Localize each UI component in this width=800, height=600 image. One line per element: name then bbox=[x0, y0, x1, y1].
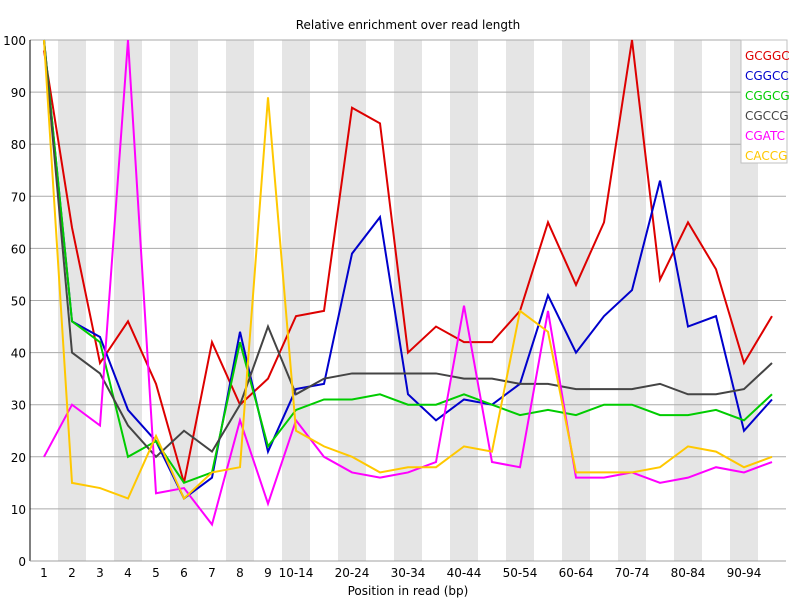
x-tick-label: 10-14 bbox=[279, 566, 314, 580]
x-tick-label: 7 bbox=[208, 566, 216, 580]
legend: GCGGC CGGCC CGGCG CGCCG CGATC CACCG bbox=[740, 39, 790, 164]
y-tick-label: 90 bbox=[11, 86, 26, 100]
y-tick-label: 100 bbox=[3, 34, 26, 48]
series-lines bbox=[43, 39, 773, 527]
x-axis-label: Position in read (bp) bbox=[348, 584, 469, 598]
y-tick-label: 40 bbox=[11, 347, 26, 361]
legend-item-caccg: CACCG bbox=[745, 149, 787, 163]
y-tick-label: 70 bbox=[11, 190, 26, 204]
series-line-caccg bbox=[43, 39, 773, 501]
y-tick-label: 10 bbox=[11, 503, 26, 517]
series-line-cggcc bbox=[43, 39, 773, 501]
x-tick-label: 2 bbox=[68, 566, 76, 580]
x-tick-label: 40-44 bbox=[447, 566, 482, 580]
x-axis-ticks: 1 2 3 4 5 6 7 8 9 10-14 20-24 30-34 40-44 50-54 60-64 7… bbox=[40, 566, 761, 580]
y-axis-ticks: 0 10 20 30 40 50 60 70 80 90 100 bbox=[3, 34, 26, 569]
y-tick-label: 20 bbox=[11, 451, 26, 465]
x-tick-label: 5 bbox=[152, 566, 160, 580]
x-tick-label: 30-34 bbox=[391, 566, 426, 580]
legend-box bbox=[740, 39, 788, 164]
legend-item-cggcg: CGGCG bbox=[745, 89, 790, 103]
x-tick-label: 60-64 bbox=[559, 566, 594, 580]
series-line-cgatc bbox=[43, 39, 773, 527]
x-tick-label: 3 bbox=[96, 566, 104, 580]
y-tick-label: 30 bbox=[11, 399, 26, 413]
legend-item-cgatc: CGATC bbox=[745, 129, 785, 143]
x-tick-label: 90-94 bbox=[727, 566, 762, 580]
x-tick-label: 8 bbox=[236, 566, 244, 580]
x-tick-label: 9 bbox=[264, 566, 272, 580]
series-line-gcggc bbox=[43, 39, 773, 484]
grid-lines bbox=[30, 39, 786, 510]
x-tick-label: 80-84 bbox=[671, 566, 706, 580]
x-tick-label: 50-54 bbox=[503, 566, 538, 580]
x-tick-label: 4 bbox=[124, 566, 132, 580]
x-tick-label: 6 bbox=[180, 566, 188, 580]
y-tick-label: 60 bbox=[11, 242, 26, 256]
legend-item-cggcc: CGGCC bbox=[745, 69, 789, 83]
chart-title: Relative enrichment over read length bbox=[296, 18, 521, 32]
x-tick-label: 1 bbox=[40, 566, 48, 580]
x-tick-label: 20-24 bbox=[335, 566, 370, 580]
y-tick-label: 50 bbox=[11, 295, 26, 309]
y-tick-label: 80 bbox=[11, 138, 26, 152]
series-line-cgccg bbox=[43, 39, 773, 459]
legend-item-gcggc: GCGGC bbox=[745, 49, 790, 63]
y-tick-label: 0 bbox=[18, 555, 26, 569]
x-tick-label: 70-74 bbox=[615, 566, 650, 580]
legend-item-cgccg: CGCCG bbox=[745, 109, 789, 123]
